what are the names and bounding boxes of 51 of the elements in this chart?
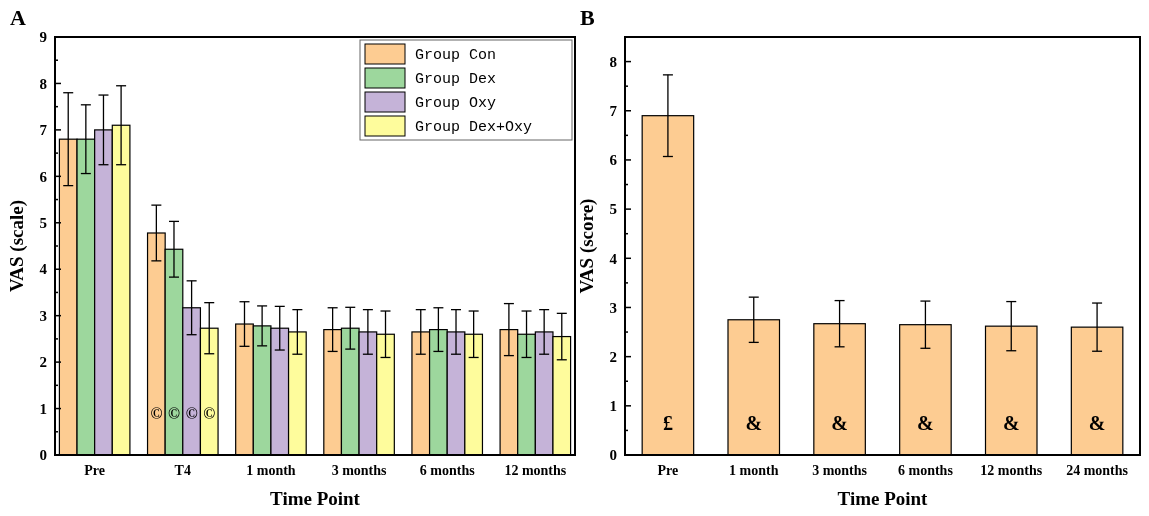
chart-title: A [10,5,26,30]
annotation: & [1002,412,1020,434]
y-tick-label: 5 [39,215,47,232]
y-tick-label: 1 [39,400,47,417]
x-tick-label: 6 months [897,463,954,478]
annotation: © [150,404,163,422]
y-tick-label: 7 [39,122,48,139]
annotation: & [1088,412,1106,434]
x-tick-label: Pre [657,463,679,478]
x-tick-label: 12 months [980,463,1043,478]
y-tick-label: 8 [39,75,47,92]
x-tick-label: Pre [84,463,106,478]
y-tick-label: 5 [609,201,617,218]
x-tick-label: 6 months [419,463,476,478]
annotation: © [203,404,216,422]
annotation: & [831,412,848,434]
y-tick-label: 3 [39,307,47,324]
x-tick-label: 3 months [331,463,388,478]
annotation: £ [662,412,673,434]
x-tick-label: 3 months [812,463,868,478]
x-tick-label: 1 month [246,463,296,478]
y-tick-label: 4 [39,261,48,278]
x-axis-title: Time Point [270,488,361,509]
y-tick-label: 4 [609,250,618,267]
x-tick-label: 1 month [729,463,779,478]
legend-label: Group Dex+Oxy [415,119,533,137]
y-tick-label: 0 [39,447,47,464]
legend-label: Group Con [415,47,497,65]
x-tick-label: T4 [174,463,191,478]
y-tick-label: 1 [609,398,617,415]
y-tick-label: 9 [39,29,47,46]
chart-title: B [580,5,595,30]
y-tick-label: 0 [609,447,617,464]
y-tick-label: 7 [609,103,618,120]
annotation: & [917,412,934,434]
legend-label: Group Oxy [415,95,497,113]
x-tick-label: 12 months [504,463,567,478]
annotation: © [168,404,181,422]
y-axis-title: VAS (score) [576,198,598,294]
y-tick-label: 8 [609,53,617,70]
y-tick-label: 3 [609,299,617,316]
y-tick-label: 2 [609,348,617,365]
x-tick-label: 24 months [1066,463,1129,478]
y-tick-label: 6 [609,152,618,169]
legend-label: Group Dex [415,71,497,89]
annotation: © [185,404,198,422]
y-axis-title: VAS (scale) [6,199,28,293]
y-tick-label: 2 [39,354,47,371]
x-axis-title: Time Point [837,488,929,509]
annotation: & [745,412,763,434]
y-tick-label: 6 [39,168,48,185]
